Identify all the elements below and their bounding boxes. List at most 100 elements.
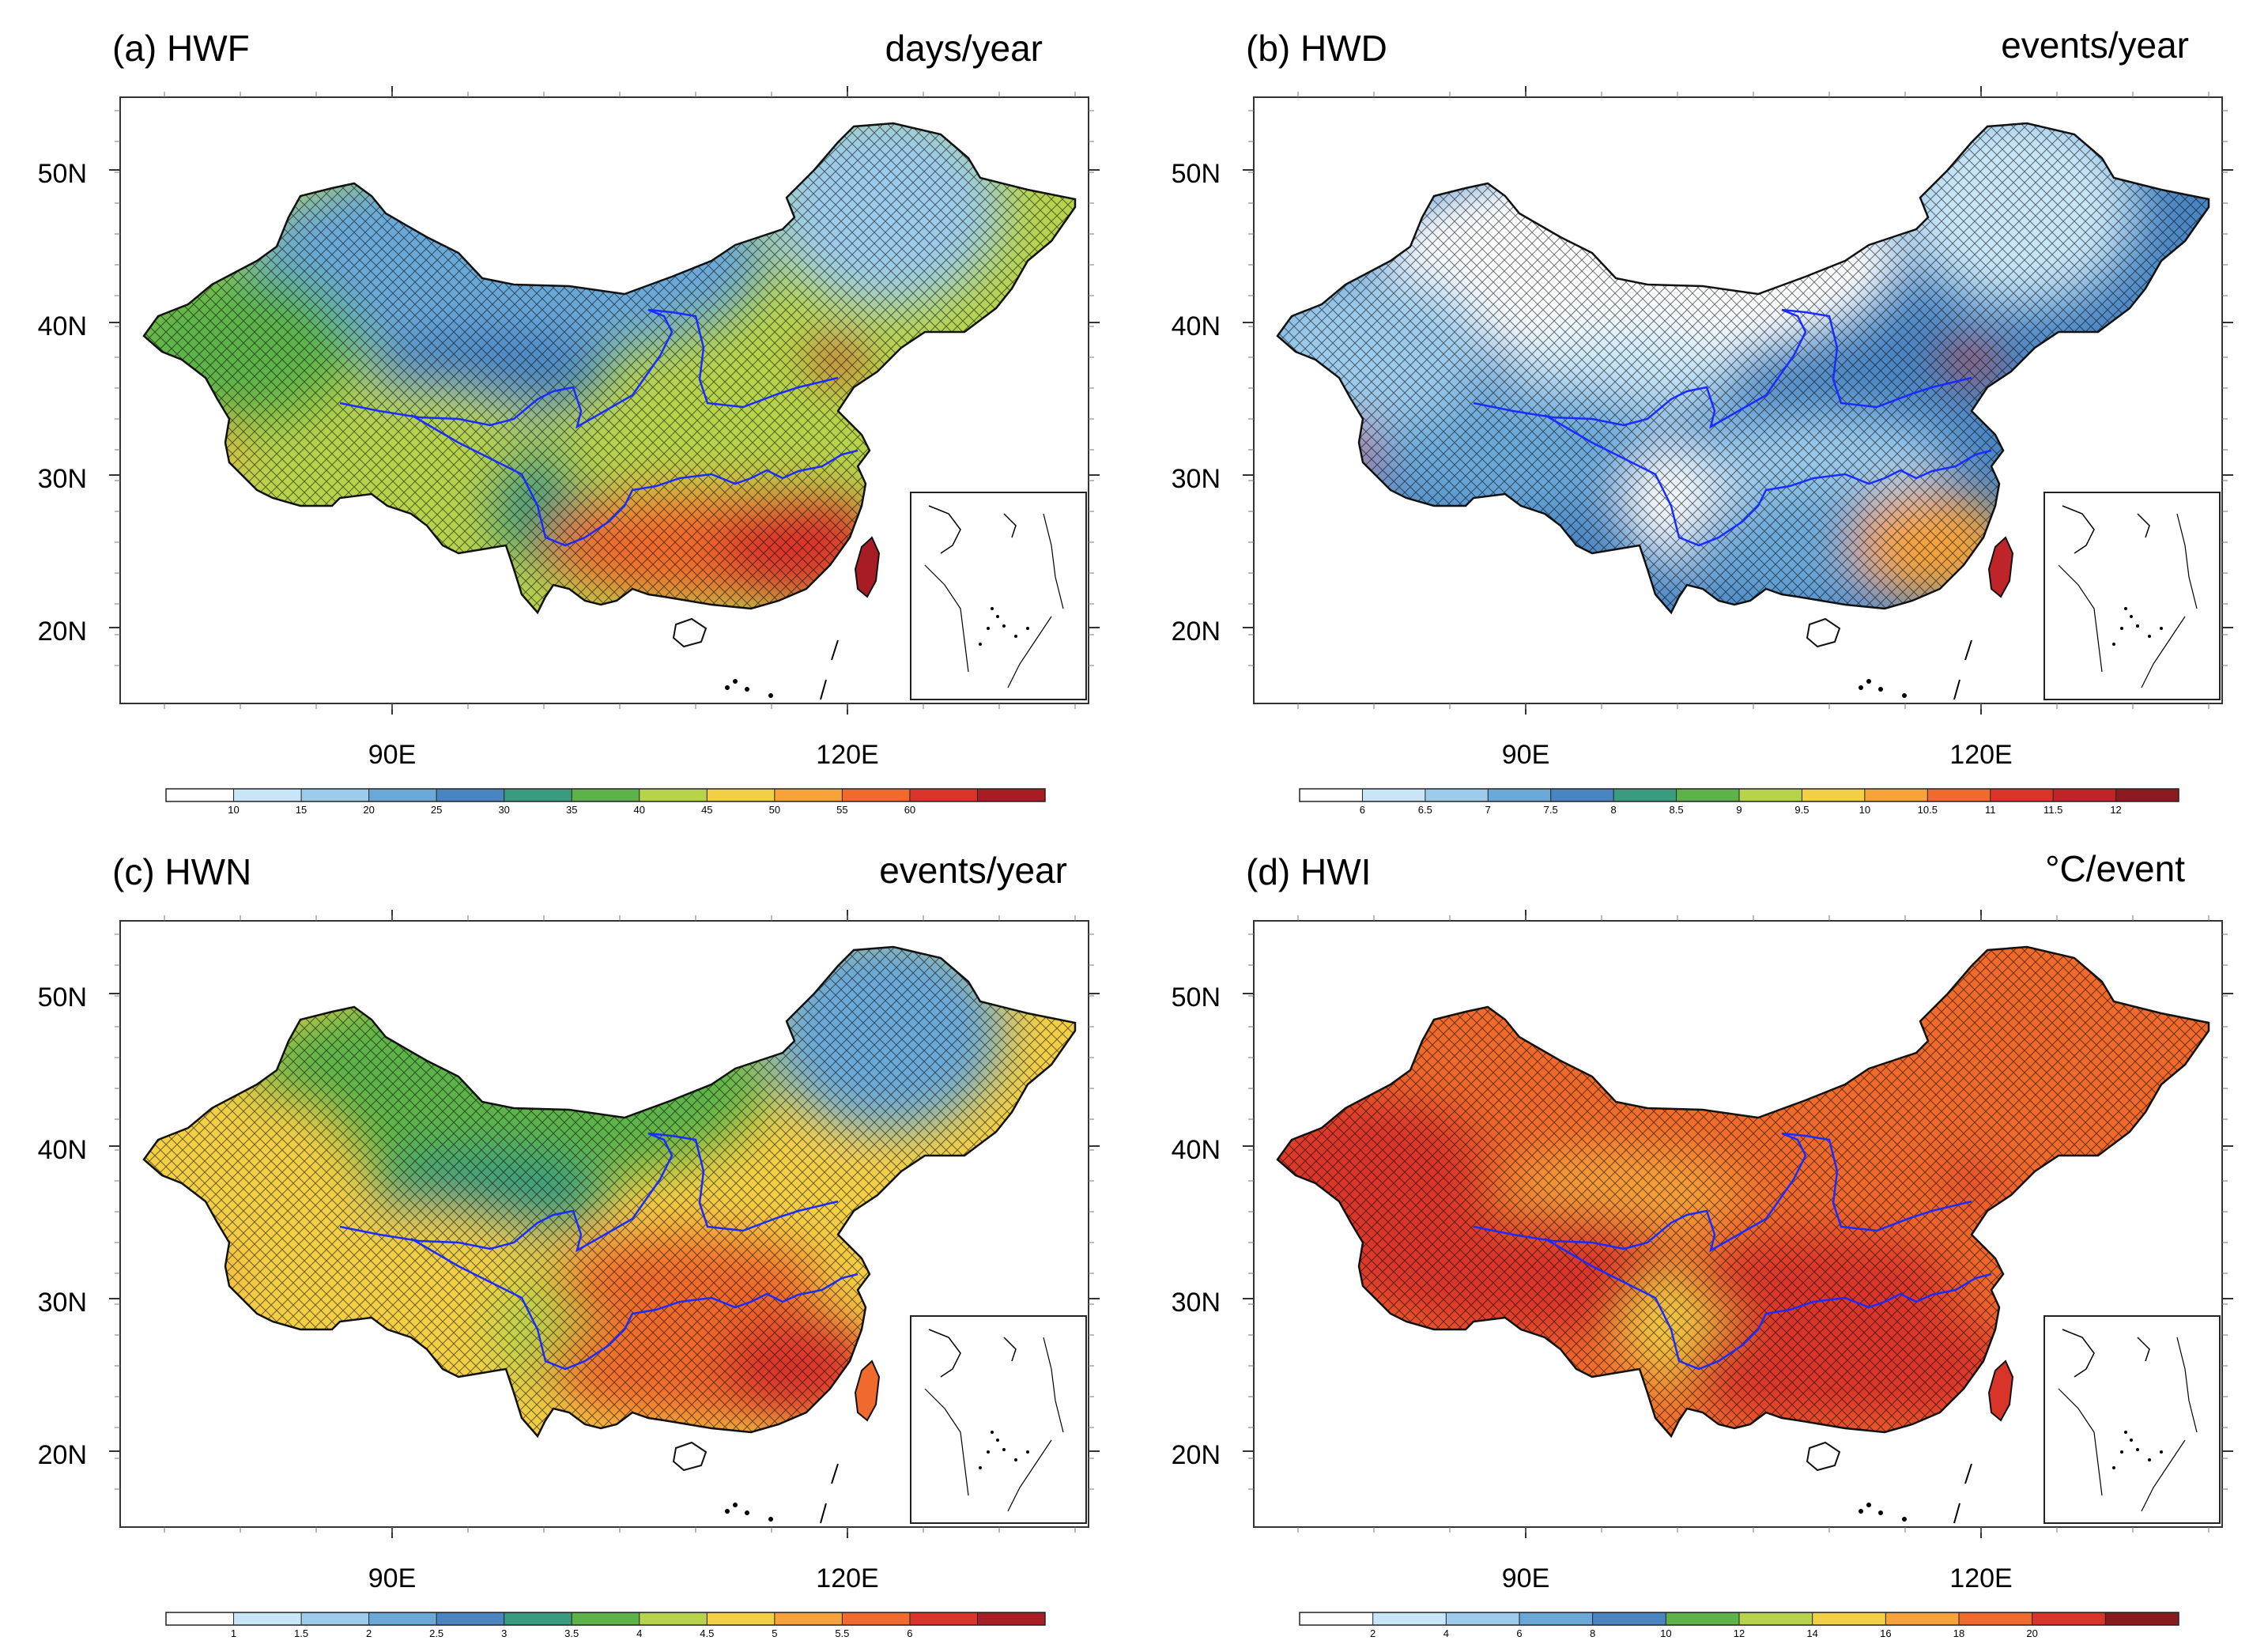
- colorbar-label: 20: [363, 804, 375, 816]
- lat-label-40n: 40N: [1171, 1135, 1221, 1165]
- colorbar-swatch: [842, 1612, 911, 1625]
- china-boundary: [142, 122, 1077, 615]
- colorbar-swatch: [707, 789, 775, 801]
- panel-unit: °C/event: [2045, 848, 2185, 889]
- lat-label-30n: 30N: [37, 1288, 87, 1318]
- colorbar-label: 10: [1660, 1627, 1672, 1639]
- colorbar-swatch: [1802, 789, 1866, 801]
- colorbar-label: 60: [904, 804, 916, 816]
- colorbar-swatch: [504, 789, 572, 801]
- colorbar-swatch: [2115, 789, 2179, 801]
- colorbar-swatch: [1812, 1612, 1886, 1625]
- lat-label-50n: 50N: [37, 982, 87, 1013]
- south-china-sea-inset: [2043, 492, 2221, 700]
- taiwan-island: [854, 1360, 881, 1422]
- panel-title: (b) HWD: [1246, 28, 1387, 69]
- hainan-island: [672, 1441, 708, 1472]
- colorbar-swatch: [1519, 1612, 1594, 1625]
- lat-label-50n: 50N: [37, 159, 87, 189]
- china-boundary: [142, 945, 1077, 1439]
- colorbar-swatch: [436, 789, 505, 801]
- colorbar-label: 5: [772, 1627, 778, 1639]
- colorbar-label: 16: [1880, 1627, 1892, 1639]
- colorbar-swatch: [639, 789, 708, 801]
- lon-label-120e: 120E: [816, 740, 879, 770]
- panel-a: (a) HWF days/year 50N 40N 30N 20N 90E 12…: [0, 0, 1134, 824]
- lat-label-50n: 50N: [1171, 982, 1221, 1013]
- colorbar-label: 20: [2026, 1627, 2038, 1639]
- panel-unit: events/year: [879, 850, 1067, 891]
- panel-unit: days/year: [885, 28, 1043, 69]
- taiwan-island: [854, 536, 881, 598]
- colorbar-swatch: [774, 1612, 843, 1625]
- colorbar-swatch: [1488, 789, 1552, 801]
- colorbar-label: 1: [230, 1627, 237, 1639]
- colorbar-label: 10.5: [1917, 804, 1938, 816]
- colorbar-swatch: [977, 1612, 1046, 1625]
- colorbar-swatch: [233, 1612, 302, 1625]
- panel-b: (b) HWD events/year 50N 40N 30N 20N 90E …: [1134, 0, 2268, 824]
- colorbar-label: 3.5: [564, 1627, 579, 1639]
- colorbar-swatch: [707, 1612, 775, 1625]
- yangtze-river: [410, 1237, 859, 1371]
- colorbar-label: 4: [636, 1627, 643, 1639]
- colorbar-label: 11: [1984, 804, 1996, 816]
- colorbar-label: 4.5: [700, 1627, 715, 1639]
- colorbar-swatch: [1550, 789, 1614, 801]
- colorbar-label: 7: [1485, 804, 1491, 816]
- yellow-river: [339, 1132, 839, 1253]
- panel-title: (d) HWI: [1246, 851, 1372, 892]
- colorbar-swatch: [572, 1612, 640, 1625]
- colorbar-label: 18: [1953, 1627, 1965, 1639]
- south-china-sea-inset: [910, 1315, 1087, 1524]
- south-china-sea-inset: [2043, 1315, 2221, 1524]
- colorbar-swatch: [166, 789, 235, 801]
- colorbar-label: 45: [701, 804, 713, 816]
- colorbar-label: 7.5: [1543, 804, 1558, 816]
- colorbar-swatch: [2053, 789, 2117, 801]
- colorbar-swatch: [842, 789, 911, 801]
- colorbar-swatch: [1592, 1612, 1666, 1625]
- lat-label-30n: 30N: [1171, 464, 1221, 494]
- lat-label-20n: 20N: [37, 617, 87, 647]
- colorbar-swatch: [504, 1612, 572, 1625]
- colorbar-swatch: [2032, 1612, 2106, 1625]
- colorbar-swatch: [2105, 1612, 2179, 1625]
- colorbar-swatch: [977, 789, 1046, 801]
- colorbar-swatch: [909, 789, 978, 801]
- colorbar-swatch: [301, 1612, 370, 1625]
- colorbar-label: 30: [498, 804, 510, 816]
- colorbar: [165, 788, 1046, 802]
- colorbar-label: 14: [1806, 1627, 1818, 1639]
- hainan-island: [1806, 1441, 1841, 1472]
- hainan-island: [672, 617, 708, 648]
- taiwan-island: [1987, 536, 2014, 598]
- colorbar-swatch: [774, 789, 843, 801]
- map-c: [109, 910, 1100, 1626]
- south-china-sea-inset: [910, 492, 1087, 700]
- china-boundary: [1276, 122, 2210, 615]
- lon-label-120e: 120E: [1949, 1563, 2013, 1593]
- colorbar-label: 15: [295, 804, 308, 816]
- colorbar-label: 12: [1733, 1627, 1745, 1639]
- colorbar-swatch: [1446, 1612, 1520, 1625]
- map-d: [1243, 910, 2233, 1626]
- colorbar-swatch: [1613, 789, 1677, 801]
- colorbar: [1299, 788, 2179, 802]
- map-b: [1243, 86, 2233, 802]
- colorbar-swatch: [368, 789, 437, 801]
- colorbar-swatch: [1864, 789, 1928, 801]
- lat-label-50n: 50N: [1171, 159, 1221, 189]
- colorbar-swatch: [1676, 789, 1740, 801]
- yangtze-river: [410, 413, 859, 547]
- yangtze-river: [1544, 413, 1992, 547]
- colorbar-label: 12: [2110, 804, 2122, 816]
- lon-label-90e: 90E: [368, 740, 417, 770]
- colorbar-label: 8: [1590, 1627, 1596, 1639]
- colorbar-label: 11.5: [2043, 804, 2063, 816]
- colorbar-swatch: [1990, 789, 2054, 801]
- lat-label-40n: 40N: [37, 1135, 87, 1165]
- colorbar-swatch: [1300, 1612, 1374, 1625]
- colorbar-label: 6: [907, 1627, 913, 1639]
- colorbar-label: 2.5: [429, 1627, 444, 1639]
